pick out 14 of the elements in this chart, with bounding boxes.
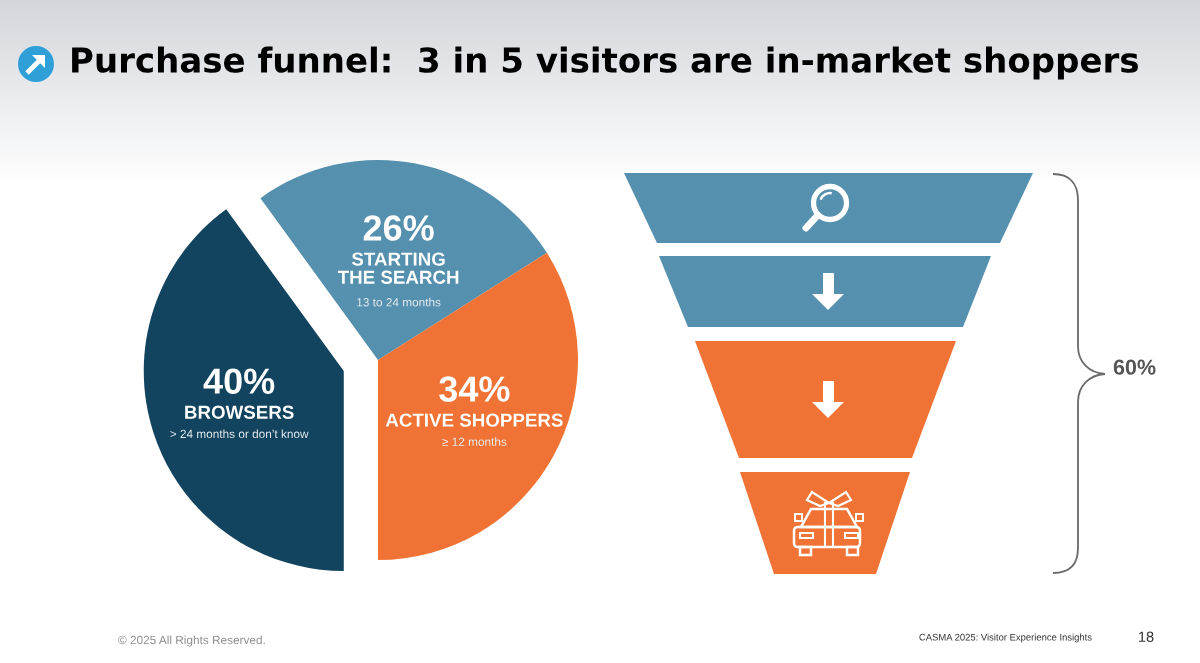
slice-label: ACTIVE SHOPPERS [385, 413, 563, 427]
data-label: 34% [439, 376, 510, 402]
slice-label: STARTING THE SEARCH [337, 252, 459, 284]
text: 13 to 24 months [357, 297, 441, 307]
data-label: 26% [363, 215, 434, 241]
text: CASMA 2025: Visitor Experience Insights [919, 633, 1092, 643]
text: © 2025 All Rights Reserved. [118, 635, 265, 647]
data-label: 40% [203, 368, 275, 394]
text: 60% [1113, 359, 1156, 375]
text: 18 [1139, 631, 1154, 642]
slice-label: BROWSERS [185, 405, 294, 419]
text: ≥ 12 months [442, 437, 507, 446]
text: > 24 months or don’t know [170, 429, 309, 439]
chart-title: Purchase funnel: 3 in 5 visitors are in-market shoppers [72, 46, 1138, 80]
